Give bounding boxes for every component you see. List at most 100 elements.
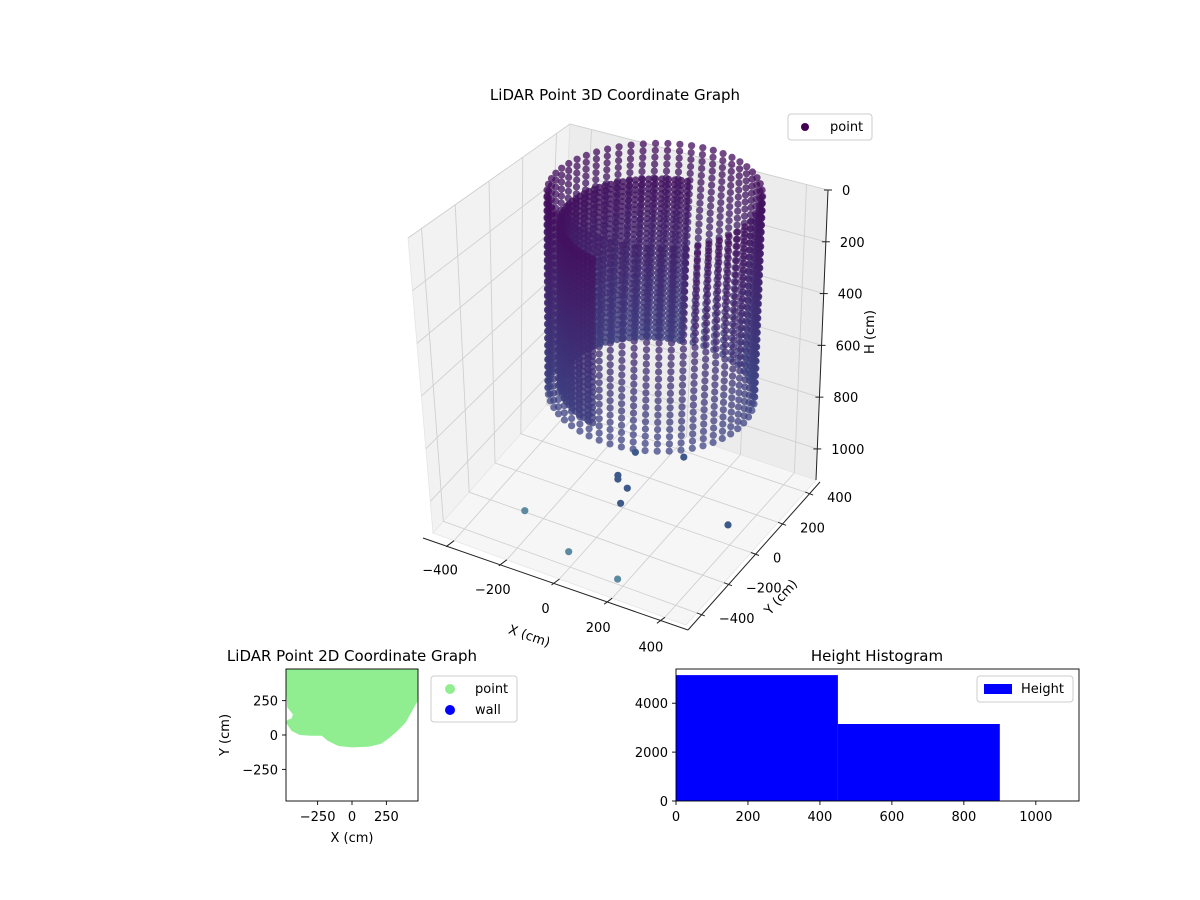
point-3d-414 bbox=[696, 199, 704, 207]
point-3d-1763 bbox=[644, 333, 653, 341]
point-3d-410 bbox=[697, 171, 706, 180]
point-3d-1539 bbox=[740, 237, 749, 245]
y-tick-3d-2 bbox=[750, 552, 760, 556]
point-3d-468 bbox=[674, 168, 683, 176]
point-3d-1424 bbox=[704, 262, 712, 270]
x-tick-label-3d-0: −400 bbox=[422, 564, 458, 579]
point-3d-1232 bbox=[618, 342, 626, 350]
point-3d-1456 bbox=[714, 280, 722, 288]
point-3d-1527 bbox=[729, 365, 737, 373]
y-tick-label-histogram-0: 0 bbox=[660, 795, 668, 810]
point-3d-325 bbox=[726, 196, 734, 204]
scattered-point-3d-5 bbox=[617, 499, 625, 507]
point-3d-385 bbox=[707, 202, 715, 210]
point-3d-1544 bbox=[739, 273, 747, 281]
point-3d-582 bbox=[626, 155, 635, 163]
point-3d-416 bbox=[695, 213, 703, 221]
point-3d-231 bbox=[745, 373, 753, 381]
point-3d-788 bbox=[557, 199, 565, 207]
point-3d-1486 bbox=[723, 283, 731, 291]
point-3d-1536 bbox=[727, 430, 735, 438]
point-3d-667 bbox=[593, 148, 601, 156]
point-3d-1449 bbox=[699, 442, 707, 450]
y-tick-label-3d-4: 400 bbox=[827, 491, 852, 506]
point-3d-1289 bbox=[643, 338, 651, 347]
point-3d-1417 bbox=[689, 423, 697, 431]
point-3d-388 bbox=[706, 223, 714, 231]
point-3d-1209 bbox=[606, 382, 614, 390]
point-3d-348 bbox=[719, 150, 727, 158]
point-3d-1181 bbox=[595, 386, 603, 394]
point-3d-115 bbox=[750, 400, 758, 408]
z-tick-label-3d-2: 400 bbox=[838, 288, 863, 303]
point-3d-696 bbox=[582, 151, 591, 159]
y-tick-3d-3 bbox=[777, 521, 787, 526]
point-3d-322 bbox=[727, 174, 735, 183]
point-3d-669 bbox=[592, 162, 600, 170]
point-3d-1383 bbox=[678, 388, 686, 396]
point-3d-1972 bbox=[605, 230, 613, 238]
point-3d-2862 bbox=[588, 301, 597, 309]
point-3d-1530 bbox=[728, 387, 736, 395]
y-axis-label-2d: Y (cm) bbox=[218, 714, 233, 757]
point-3d-1245 bbox=[617, 436, 626, 444]
point-3d-1470 bbox=[711, 381, 719, 389]
point-3d-28 bbox=[740, 419, 748, 427]
point-3d-1508 bbox=[733, 228, 742, 236]
point-3d-1321 bbox=[655, 361, 663, 369]
y-tick-3d-1 bbox=[723, 582, 733, 587]
scattered-point-3d-4 bbox=[623, 484, 631, 492]
point-3d-727 bbox=[573, 169, 581, 177]
point-3d-1233 bbox=[618, 349, 626, 357]
point-3d-1272 bbox=[629, 423, 638, 432]
z-axis-line bbox=[815, 189, 829, 481]
point-3d-1462 bbox=[713, 323, 721, 331]
point-3d-1509 bbox=[733, 235, 741, 243]
chart-histogram: Height Histogram 0 200 400 600 800 1000 0 2000 4… bbox=[635, 647, 1080, 825]
point-3d-439 bbox=[686, 169, 694, 177]
point-3d-1329 bbox=[654, 418, 662, 426]
point-3d-2867 bbox=[588, 327, 597, 335]
x-tick-label-3d-2: 0 bbox=[541, 602, 549, 617]
point-3d-555 bbox=[638, 167, 646, 176]
point-3d-1244 bbox=[617, 428, 626, 437]
point-3d-1477 bbox=[709, 431, 717, 439]
point-3d-238 bbox=[747, 211, 755, 219]
grid-left-wall-h-1 bbox=[412, 171, 568, 292]
point-3d-1503 bbox=[719, 406, 727, 414]
point-3d-755 bbox=[565, 166, 573, 174]
point-3d-1043 bbox=[554, 410, 563, 418]
point-3d-1450 bbox=[715, 237, 724, 245]
point-3d-1964 bbox=[606, 190, 615, 198]
x-tick-label-histogram-5: 1000 bbox=[1019, 810, 1052, 825]
point-3d-2879 bbox=[589, 388, 597, 396]
legend-2d-label-point: point bbox=[475, 682, 508, 697]
legend-2d: point wall bbox=[430, 675, 518, 723]
point-3d-2861 bbox=[588, 296, 597, 304]
point-3d-1986 bbox=[603, 299, 611, 307]
point-3d-525 bbox=[651, 160, 659, 168]
point-3d-1464 bbox=[712, 338, 720, 346]
point-3d-1358 bbox=[666, 418, 674, 426]
point-3d-495 bbox=[663, 153, 671, 161]
point-3d-1389 bbox=[677, 432, 685, 440]
point-3d-1561 bbox=[735, 396, 743, 404]
point-3d-1184 bbox=[595, 407, 603, 416]
point-3d-2884 bbox=[589, 414, 597, 422]
point-3d-412 bbox=[697, 185, 705, 193]
point-3d-1443 bbox=[700, 398, 708, 407]
x-tick-3d-4 bbox=[656, 616, 666, 624]
point-3d-1186 bbox=[595, 422, 603, 430]
point-3d-358 bbox=[716, 220, 724, 228]
point-3d-1291 bbox=[642, 353, 651, 361]
point-3d-612 bbox=[614, 163, 622, 172]
point-3d-1438 bbox=[701, 362, 710, 371]
point-3d-1240 bbox=[618, 400, 626, 408]
grid-left-wall-y-2 bbox=[488, 180, 496, 464]
point-3d-1187 bbox=[595, 429, 603, 437]
point-3d-1351 bbox=[667, 368, 675, 376]
point-3d-378 bbox=[709, 153, 717, 161]
grid-left-wall-y-3 bbox=[520, 157, 524, 434]
point-3d-1241 bbox=[618, 407, 626, 415]
